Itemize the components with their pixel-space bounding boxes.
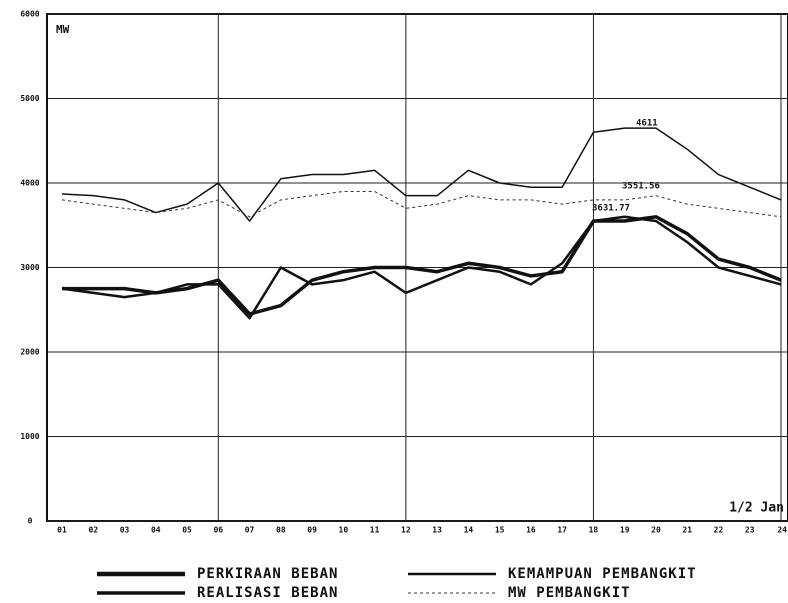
legend-label: MW PEMBANGKIT [508, 585, 631, 601]
y-tick-label: 4000 [20, 179, 39, 188]
y-tick-label: 2000 [20, 348, 39, 357]
date-annotation: 1/2 Jan [729, 501, 784, 516]
y-axis-label: MW [56, 23, 70, 36]
x-tick-label: 06 [213, 526, 223, 535]
point-label: 3631.77 [592, 204, 630, 214]
x-tick-label: 15 [495, 526, 505, 535]
y-tick-label: 6000 [20, 10, 39, 19]
x-tick-label: 08 [276, 526, 286, 535]
x-tick-label: 07 [245, 526, 255, 535]
y-tick-label: 3000 [20, 263, 39, 272]
x-tick-label: 21 [682, 526, 692, 535]
x-tick-label: 13 [432, 526, 442, 535]
x-tick-label: 12 [401, 526, 411, 535]
x-tick-label: 18 [589, 526, 599, 535]
x-tick-label: 19 [620, 526, 630, 535]
x-tick-label: 23 [745, 526, 755, 535]
legend-label: REALISASI BEBAN [197, 585, 338, 601]
point-label: 4611 [636, 119, 658, 129]
x-tick-label: 16 [526, 526, 536, 535]
series-line [62, 128, 781, 221]
x-tick-label: 14 [464, 526, 474, 535]
x-tick-label: 05 [182, 526, 192, 535]
x-tick-label: 01 [57, 526, 67, 535]
x-tick-label: 09 [307, 526, 317, 535]
y-tick-label: 0 [28, 517, 33, 526]
x-tick-label: 02 [88, 526, 98, 535]
y-tick-label: 1000 [20, 432, 39, 441]
legend-label: PERKIRAAN BEBAN [197, 566, 338, 582]
chart: MW 1/2 Jan 4611 3551.56 3631.77 01000200… [0, 0, 788, 603]
x-tick-label: 17 [557, 526, 567, 535]
x-tick-label: 03 [120, 526, 130, 535]
x-tick-label: 11 [370, 526, 380, 535]
y-tick-label: 5000 [20, 94, 39, 103]
x-tick-label: 10 [339, 526, 349, 535]
x-tick-label: 24 [777, 526, 787, 535]
legend-label: KEMAMPUAN PEMBANGKIT [508, 566, 697, 582]
x-tick-label: 22 [714, 526, 724, 535]
x-tick-label: 04 [151, 526, 161, 535]
x-tick-label: 20 [651, 526, 661, 535]
